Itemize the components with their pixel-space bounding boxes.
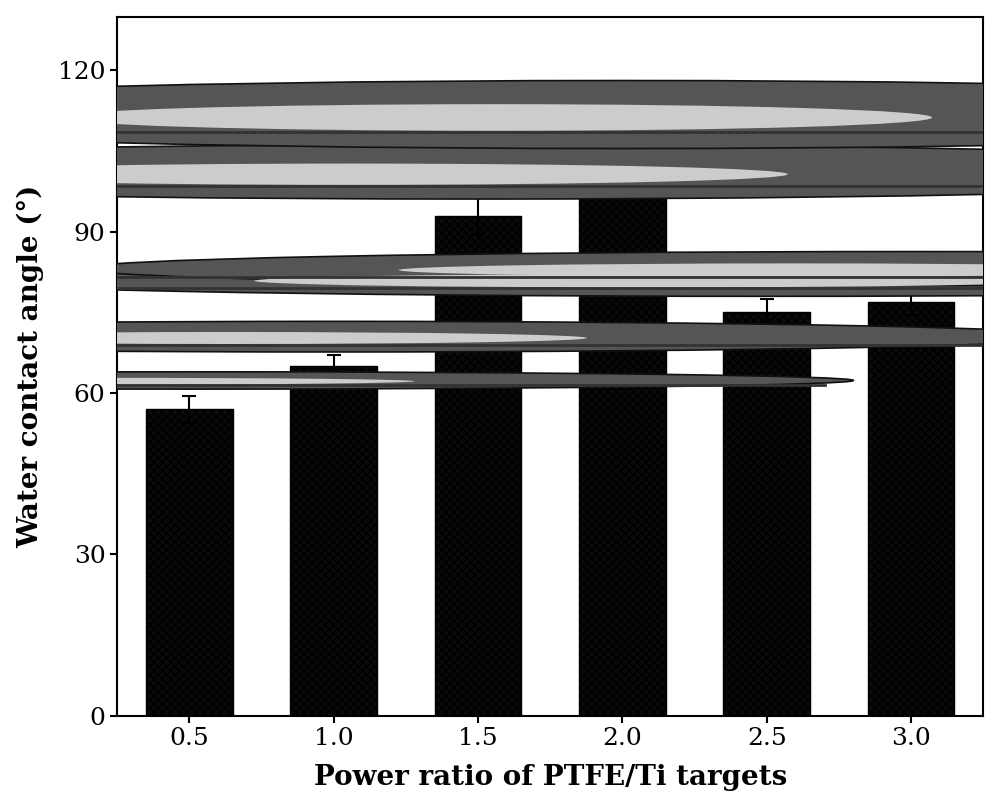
Ellipse shape <box>0 322 1000 352</box>
Y-axis label: Water contact angle (°): Water contact angle (°) <box>17 184 44 548</box>
Ellipse shape <box>59 104 932 131</box>
Bar <box>290 366 377 716</box>
Ellipse shape <box>0 163 788 185</box>
Ellipse shape <box>0 81 1000 149</box>
Ellipse shape <box>0 378 415 385</box>
X-axis label: Power ratio of PTFE/Ti targets: Power ratio of PTFE/Ti targets <box>314 764 787 791</box>
Ellipse shape <box>0 332 587 344</box>
Bar <box>146 409 233 716</box>
Bar <box>723 313 810 716</box>
Ellipse shape <box>0 372 853 389</box>
Ellipse shape <box>0 145 1000 199</box>
Bar <box>435 216 521 716</box>
Bar <box>579 159 666 716</box>
Ellipse shape <box>399 263 1000 276</box>
Ellipse shape <box>0 263 1000 297</box>
Bar <box>868 301 954 716</box>
Ellipse shape <box>254 274 1000 288</box>
Ellipse shape <box>81 251 1000 285</box>
